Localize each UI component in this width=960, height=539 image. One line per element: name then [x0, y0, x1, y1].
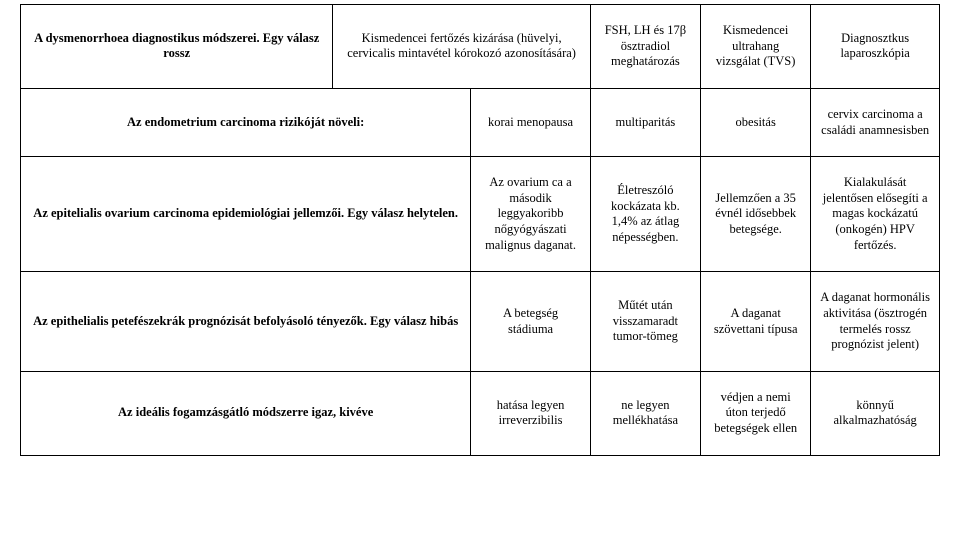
answer-cell: ne legyen mellékhatása: [590, 371, 700, 455]
table-row: Az epitelialis ovarium carcinoma epidemi…: [21, 157, 940, 272]
answer-cell: Műtét után visszamaradt tumor-tömeg: [590, 272, 700, 372]
table-row: Az ideális fogamzásgátló módszerre igaz,…: [21, 371, 940, 455]
answer-cell: hatása legyen irreverzibilis: [471, 371, 590, 455]
page: A dysmenorrhoea diagnostikus módszerei. …: [0, 0, 960, 539]
answer-cell: Kismedencei fertőzés kizárása (hüvelyi, …: [333, 5, 590, 89]
answer-cell: FSH, LH és 17β ösztradiol meghatározás: [590, 5, 700, 89]
question-cell: Az epitelialis ovarium carcinoma epidemi…: [21, 157, 471, 272]
question-cell: Az epithelialis petefészekrák prognózisá…: [21, 272, 471, 372]
answer-cell: A daganat hormonális aktivitása (ösztrog…: [811, 272, 940, 372]
answer-cell: Kismedencei ultrahang vizsgálat (TVS): [701, 5, 811, 89]
question-table: A dysmenorrhoea diagnostikus módszerei. …: [20, 4, 940, 456]
answer-cell: Jellemzően a 35 évnél idősebbek betegség…: [701, 157, 811, 272]
table-row: Az epithelialis petefészekrák prognózisá…: [21, 272, 940, 372]
answer-cell: Kialakulását jelentősen elősegíti a maga…: [811, 157, 940, 272]
answer-cell: védjen a nemi úton terjedő betegségek el…: [701, 371, 811, 455]
answer-cell: multiparitás: [590, 88, 700, 156]
answer-cell: Diagnosztkus laparoszkópia: [811, 5, 940, 89]
answer-cell: Az ovarium ca a második leggyakoribb nőg…: [471, 157, 590, 272]
question-cell: Az ideális fogamzásgátló módszerre igaz,…: [21, 371, 471, 455]
answer-cell: Életreszóló kockázata kb. 1,4% az átlag …: [590, 157, 700, 272]
answer-cell: cervix carcinoma a családi anamnesisben: [811, 88, 940, 156]
question-cell: Az endometrium carcinoma rizikóját növel…: [21, 88, 471, 156]
table-row: Az endometrium carcinoma rizikóját növel…: [21, 88, 940, 156]
table-row: A dysmenorrhoea diagnostikus módszerei. …: [21, 5, 940, 89]
answer-cell: A daganat szövettani típusa: [701, 272, 811, 372]
question-cell: A dysmenorrhoea diagnostikus módszerei. …: [21, 5, 333, 89]
answer-cell: könnyű alkalmazhatóság: [811, 371, 940, 455]
answer-cell: obesitás: [701, 88, 811, 156]
answer-cell: A betegség stádiuma: [471, 272, 590, 372]
answer-cell: korai menopausa: [471, 88, 590, 156]
